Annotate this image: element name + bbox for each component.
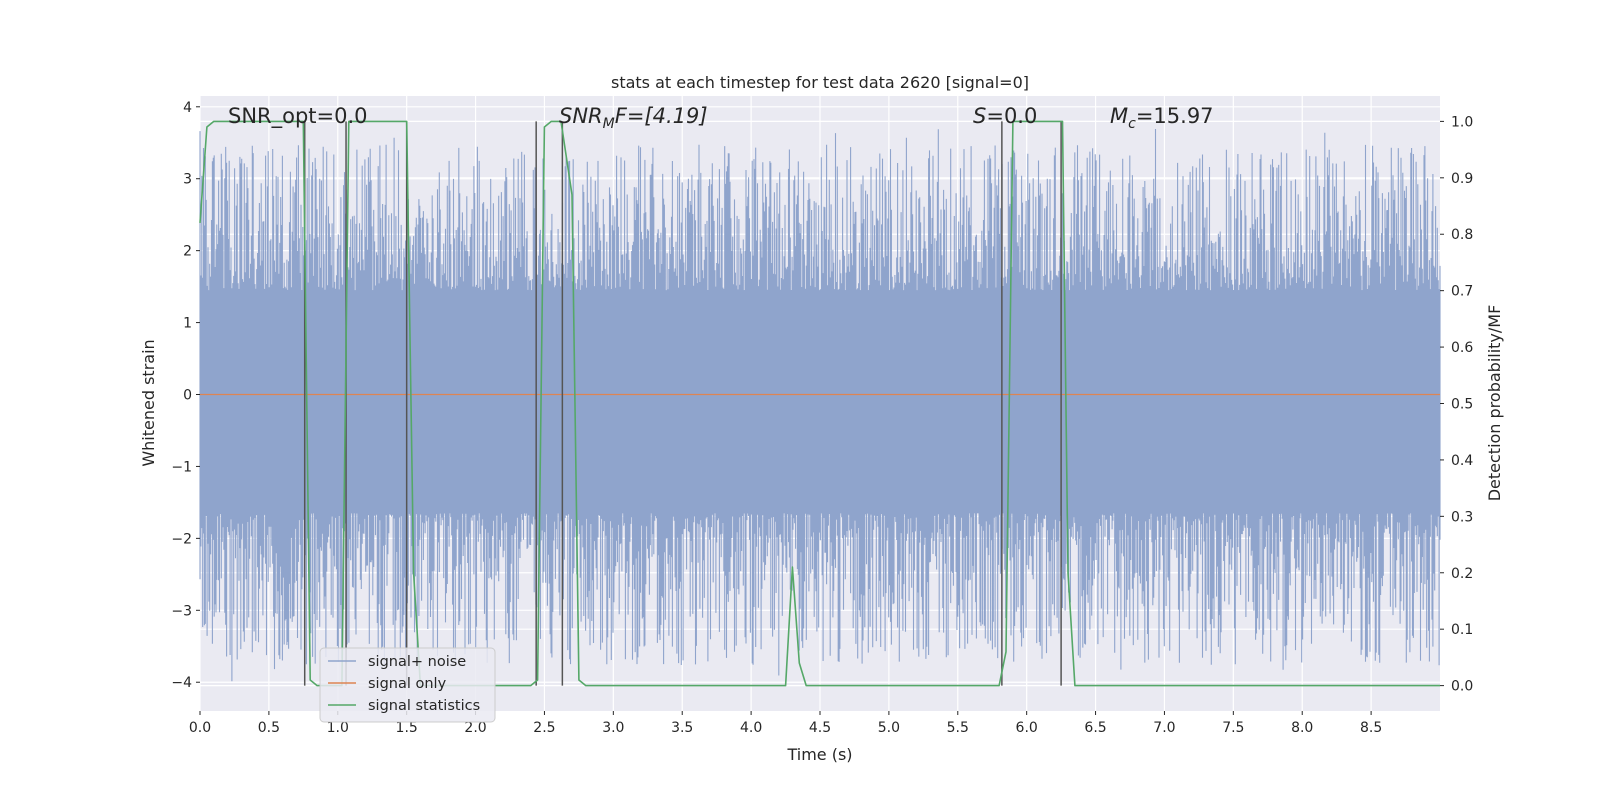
y-tick-label: 4 <box>183 100 192 116</box>
x-tick-labels: 0.0 0.5 1.0 1.5 2.0 2.5 3.0 3.5 4.0 4.5 5.0 5.5 6.0 6… <box>189 711 1382 736</box>
y2-tick-label: 0.1 <box>1451 622 1473 638</box>
signal-statistics-layer <box>199 120 1440 687</box>
chart-title: stats at each timestep for test data 262… <box>611 73 1029 92</box>
y2-tick-label: 0.8 <box>1451 227 1473 243</box>
annotation-mc: Mc=15.97 <box>1110 104 1214 132</box>
annotation-snr-opt: SNR_opt=0.0 <box>228 104 368 129</box>
x-tick-label: 6.0 <box>1016 720 1038 736</box>
y-tick-label: −1 <box>171 459 192 475</box>
legend: signal+ noise signal only signal statist… <box>319 647 496 723</box>
x-tick-label: 7.5 <box>1222 720 1244 736</box>
x-tick-label: 0.5 <box>258 720 280 736</box>
y2-tick-label: 0.6 <box>1451 340 1473 356</box>
y2-tick-labels: 1.0 0.9 0.8 0.7 0.6 0.5 0.4 0.3 0.2 0.1 0.0 <box>1440 114 1473 695</box>
x-tick-label: 2.5 <box>533 720 555 736</box>
series-signal-noise <box>199 129 1441 682</box>
legend-box <box>319 647 496 723</box>
x-tick-label: 4.0 <box>740 720 762 736</box>
x-tick-label: 1.0 <box>327 720 349 736</box>
x-tick-label: 7.0 <box>1153 720 1175 736</box>
annotation-snr-mf: SNRMF=[4.19] <box>559 104 708 132</box>
x-tick-label: 8.0 <box>1291 720 1313 736</box>
annotation-snr-mf-symbol: SNR <box>559 104 603 128</box>
y2-tick-label: 0.9 <box>1451 171 1473 187</box>
annotation-mc-subscript: c <box>1128 116 1136 132</box>
y-tick-label: −4 <box>171 675 192 691</box>
annotation-s: S=0.0 <box>973 104 1037 128</box>
x-tick-label: 5.5 <box>947 720 969 736</box>
x-tick-label: 4.5 <box>809 720 831 736</box>
annotation-snr-mf-subscript: M <box>603 116 615 132</box>
legend-label-signal-noise: signal+ noise <box>368 654 466 670</box>
annotation-s-value: =0.0 <box>986 104 1037 128</box>
annotation-s-symbol: S <box>973 104 986 128</box>
y2-tick-label: 0.3 <box>1451 509 1473 525</box>
y2-tick-label: 0.2 <box>1451 566 1473 582</box>
y-tick-label: −2 <box>171 531 192 547</box>
annotation-mc-value: =15.97 <box>1136 104 1214 128</box>
y2-tick-label: 1.0 <box>1451 114 1473 130</box>
x-tick-label: 5.0 <box>878 720 900 736</box>
x-axis-label: Time (s) <box>786 745 852 764</box>
legend-label-signal-only: signal only <box>368 676 447 692</box>
x-tick-label: 3.0 <box>602 720 624 736</box>
x-tick-label: 6.5 <box>1084 720 1106 736</box>
annotation-mc-symbol: M <box>1110 104 1128 128</box>
y2-tick-label: 0.4 <box>1451 453 1473 469</box>
y2-axis-label: Detection probability/MF <box>1485 305 1504 502</box>
y2-tick-label: 0.5 <box>1451 397 1473 413</box>
y-tick-label: −3 <box>171 603 192 619</box>
y2-tick-label: 0.0 <box>1451 679 1473 695</box>
x-tick-label: 0.0 <box>189 720 211 736</box>
y-axis-label: Whitened strain <box>139 339 158 466</box>
y-tick-label: 1 <box>183 316 192 332</box>
y2-tick-label: 0.7 <box>1451 284 1473 300</box>
y-tick-label: 2 <box>183 244 192 260</box>
x-tick-label: 8.5 <box>1360 720 1382 736</box>
x-tick-label: 2.0 <box>464 720 486 736</box>
y-tick-labels: 4 3 2 1 0 −1 −2 −3 −4 <box>171 100 200 691</box>
series-signal-statistics <box>199 120 1440 687</box>
y-tick-label: 0 <box>183 388 192 404</box>
y-tick-label: 3 <box>183 172 192 188</box>
annotation-snr-mf-value: F=[4.19] <box>615 104 708 128</box>
x-tick-label: 3.5 <box>671 720 693 736</box>
legend-label-signal-statistics: signal statistics <box>368 698 480 714</box>
x-tick-label: 1.5 <box>396 720 418 736</box>
